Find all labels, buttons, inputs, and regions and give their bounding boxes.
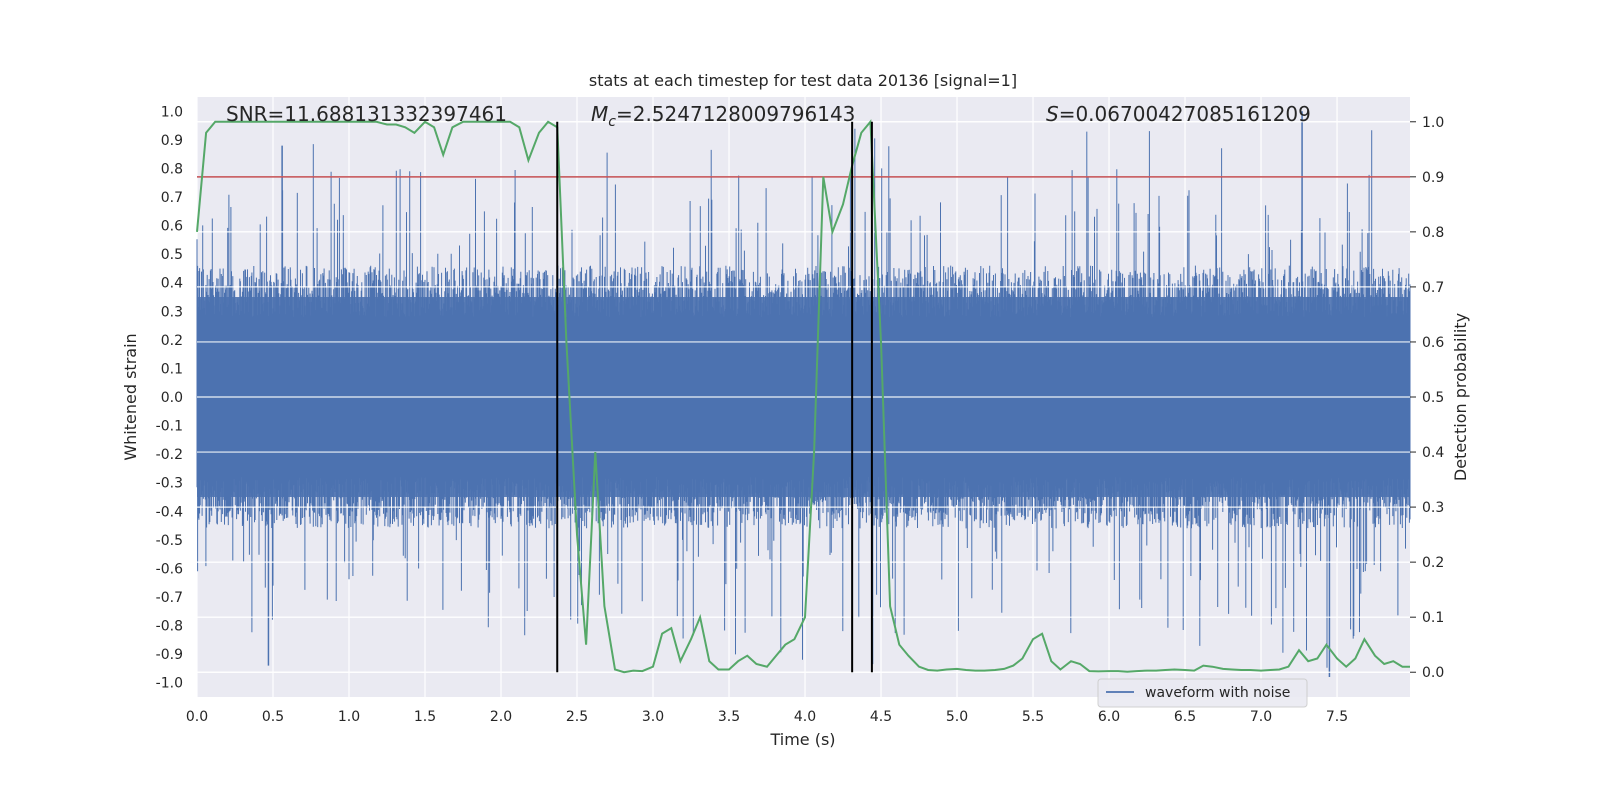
y-tick-label-3: -0.7 (156, 590, 183, 606)
probability-line (196, 119, 1410, 674)
x-tick-label-10: 5.0 (946, 709, 968, 725)
y-tick-label-4: -0.6 (156, 561, 183, 577)
y-tick-label-8: -0.2 (156, 447, 183, 463)
y-tick-label-16: 0.6 (161, 219, 183, 235)
y-tick-label-9: -0.1 (156, 419, 183, 435)
y-tick-label-19: 0.9 (161, 133, 183, 149)
x-tick-label-1: 0.5 (262, 709, 284, 725)
chirp-mass-subscript: c (608, 114, 616, 130)
x-tick-label-7: 3.5 (718, 709, 740, 725)
y2-tick-label-5: 0.5 (1422, 390, 1444, 406)
s-symbol: S (1046, 102, 1059, 126)
y2-tick-labels: 0.0 0.1 0.2 0.3 0.4 0.5 0.6 0.7 0.8 0.9 1.0 (1410, 115, 1444, 681)
snr-annotation: SNR=11.688131332397461 (226, 102, 507, 126)
x-tick-label-0: 0.0 (186, 709, 208, 725)
x-tick-label-8: 4.0 (794, 709, 816, 725)
x-tick-label-13: 6.5 (1174, 709, 1196, 725)
y-tick-label-10: 0.0 (161, 390, 183, 406)
chirp-mass-value: =2.5247128009796143 (616, 102, 855, 126)
x-tick-label-14: 7.0 (1250, 709, 1272, 725)
y2-tick-label-0: 0.0 (1422, 665, 1444, 681)
y2-tick-label-1: 0.1 (1422, 610, 1444, 626)
y2-tick-label-3: 0.3 (1422, 500, 1444, 516)
legend-label: waveform with noise (1145, 685, 1290, 701)
vertical-markers (556, 121, 873, 673)
y2-tick-label-7: 0.7 (1422, 280, 1444, 296)
y-tick-label-1: -0.9 (156, 647, 183, 663)
y-tick-label-0: -1.0 (156, 676, 183, 692)
y-tick-label-20: 1.0 (161, 104, 183, 120)
y-tick-label-7: -0.3 (156, 476, 183, 492)
y-axis-label: Whitened strain (121, 333, 140, 460)
chirp-mass-annotation: Mc=2.5247128009796143 (591, 102, 855, 130)
x-tick-label-2: 1.0 (338, 709, 360, 725)
x-axis-label: Time (s) (769, 730, 835, 749)
x-tick-label-4: 2.0 (490, 709, 512, 725)
chart-title: stats at each timestep for test data 201… (589, 71, 1017, 90)
x-tick-label-5: 2.5 (566, 709, 588, 725)
y2-tick-label-6: 0.6 (1422, 335, 1444, 351)
y2-tick-label-10: 1.0 (1422, 115, 1444, 131)
y2-tick-label-8: 0.8 (1422, 225, 1444, 241)
y-tick-label-5: -0.5 (156, 533, 183, 549)
waveform-series (196, 111, 1411, 677)
x-tick-label-6: 3.0 (642, 709, 664, 725)
chirp-mass-symbol: M (591, 102, 608, 126)
x-tick-label-3: 1.5 (414, 709, 436, 725)
x-tick-label-15: 7.5 (1326, 709, 1348, 725)
y-tick-labels: -1.0 -0.9 -0.8 -0.7 -0.6 -0.5 -0.4 -0.3 -0.2 -0.1… (156, 104, 183, 691)
y-tick-label-17: 0.7 (161, 190, 183, 206)
legend: waveform with noise (1097, 678, 1308, 708)
probability-series (196, 119, 1410, 674)
y2-axis-label: Detection probability (1451, 313, 1470, 481)
y-tick-label-6: -0.4 (156, 504, 183, 520)
y2-tick-label-4: 0.4 (1422, 445, 1444, 461)
y-tick-label-2: -0.8 (156, 619, 183, 635)
y-tick-label-12: 0.2 (161, 333, 183, 349)
y2-tick-label-2: 0.2 (1422, 555, 1444, 571)
y-tick-label-18: 0.8 (161, 161, 183, 177)
y-tick-label-11: 0.1 (161, 361, 183, 377)
x-tick-labels: 0.0 0.5 1.0 1.5 2.0 2.5 3.0 3.5 4.0 4.5 5.0 5.5 6.0 6… (186, 709, 1348, 725)
s-value: =0.06700427085161209 (1059, 102, 1311, 126)
y-tick-label-15: 0.5 (161, 247, 183, 263)
y-tick-label-14: 0.4 (161, 276, 183, 292)
x-tick-label-12: 6.0 (1098, 709, 1120, 725)
s-annotation: S=0.06700427085161209 (1046, 102, 1311, 126)
x-tick-label-11: 5.5 (1022, 709, 1044, 725)
y2-tick-label-9: 0.9 (1422, 170, 1444, 186)
y-tick-label-13: 0.3 (161, 304, 183, 320)
x-tick-label-9: 4.5 (870, 709, 892, 725)
legend-box (1097, 678, 1308, 708)
